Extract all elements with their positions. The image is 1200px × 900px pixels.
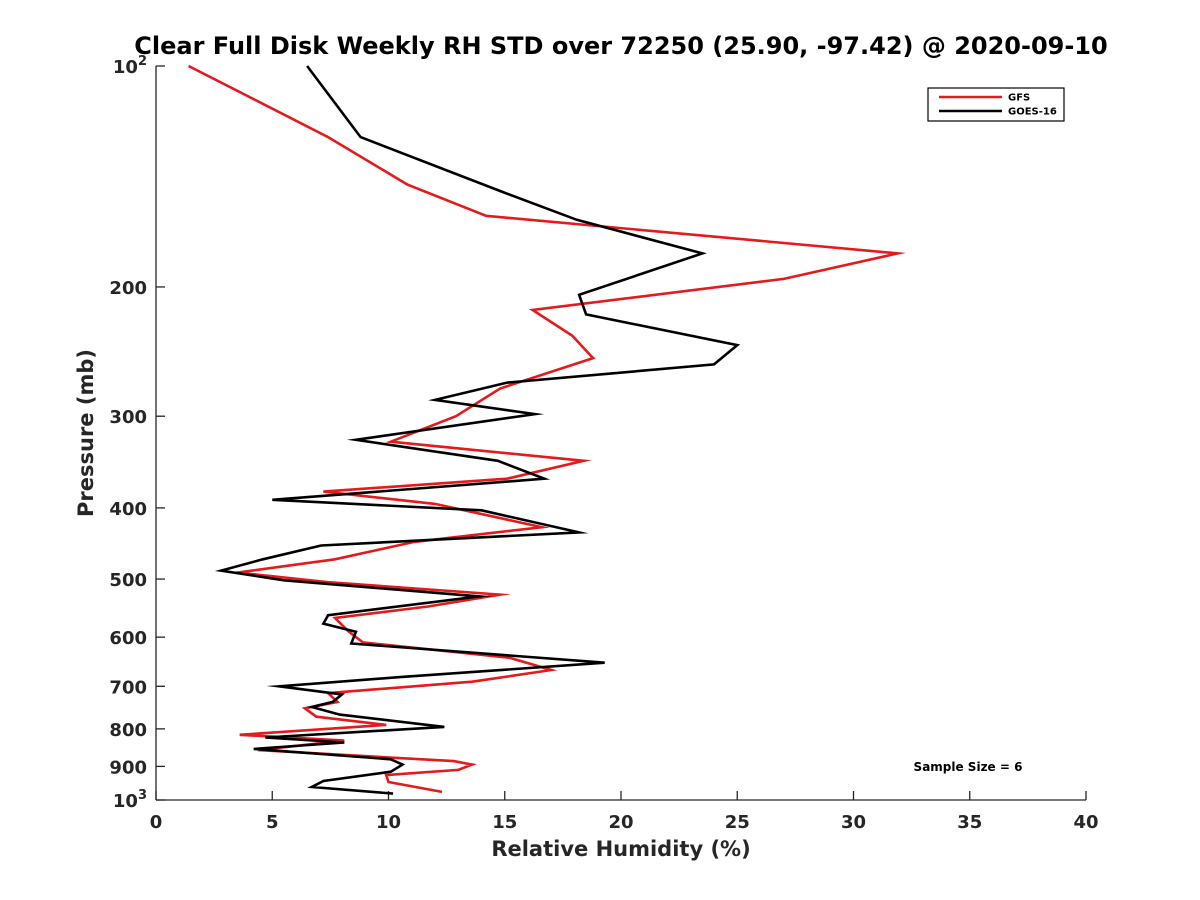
y-tick-base: 10 <box>113 791 138 812</box>
y-tick-label: 600 <box>109 628 147 649</box>
x-tick-label: 15 <box>492 812 517 833</box>
y-axis-label: Pressure (mb) <box>74 349 98 517</box>
legend-label: GFS <box>1008 93 1030 104</box>
series-line-gfs <box>188 64 907 794</box>
chart-title: Clear Full Disk Weekly RH STD over 72250… <box>134 32 1107 60</box>
y-tick-base: 10 <box>113 57 138 78</box>
y-tick-label: 400 <box>109 499 147 520</box>
y-tick-label: 700 <box>109 677 147 698</box>
x-tick-label: 30 <box>841 812 866 833</box>
y-tick-label: 200 <box>109 278 147 299</box>
y-tick-label: 500 <box>109 570 147 591</box>
plot-area <box>155 66 1086 801</box>
series-lines <box>188 64 907 795</box>
x-tick-label: 5 <box>266 812 279 833</box>
y-tick-exponent: 3 <box>138 788 147 803</box>
x-tick-label: 10 <box>376 812 401 833</box>
x-ticks: 0 5 10 15 20 25 30 35 40 <box>150 791 1099 833</box>
y-tick-label: 900 <box>109 757 147 778</box>
legend-label: GOES-16 <box>1008 107 1057 118</box>
x-tick-label: 40 <box>1073 812 1098 833</box>
y-tick-label: 800 <box>109 720 147 741</box>
series-line-goes-16 <box>214 65 741 795</box>
x-tick-label: 20 <box>608 812 633 833</box>
x-tick-label: 35 <box>957 812 982 833</box>
y-tick-exponent: 2 <box>138 54 147 69</box>
y-tick-label: 103 <box>113 788 147 812</box>
x-axis-label: Relative Humidity (%) <box>491 837 750 861</box>
y-tick-label: 102 <box>113 54 147 78</box>
sample-size-annotation: Sample Size = 6 <box>914 760 1023 774</box>
legend-box <box>927 87 1065 122</box>
y-tick-label: 300 <box>109 407 147 428</box>
x-tick-label: 25 <box>725 812 750 833</box>
legend: GFS GOES-16 <box>927 87 1065 122</box>
x-tick-label: 0 <box>150 812 163 833</box>
